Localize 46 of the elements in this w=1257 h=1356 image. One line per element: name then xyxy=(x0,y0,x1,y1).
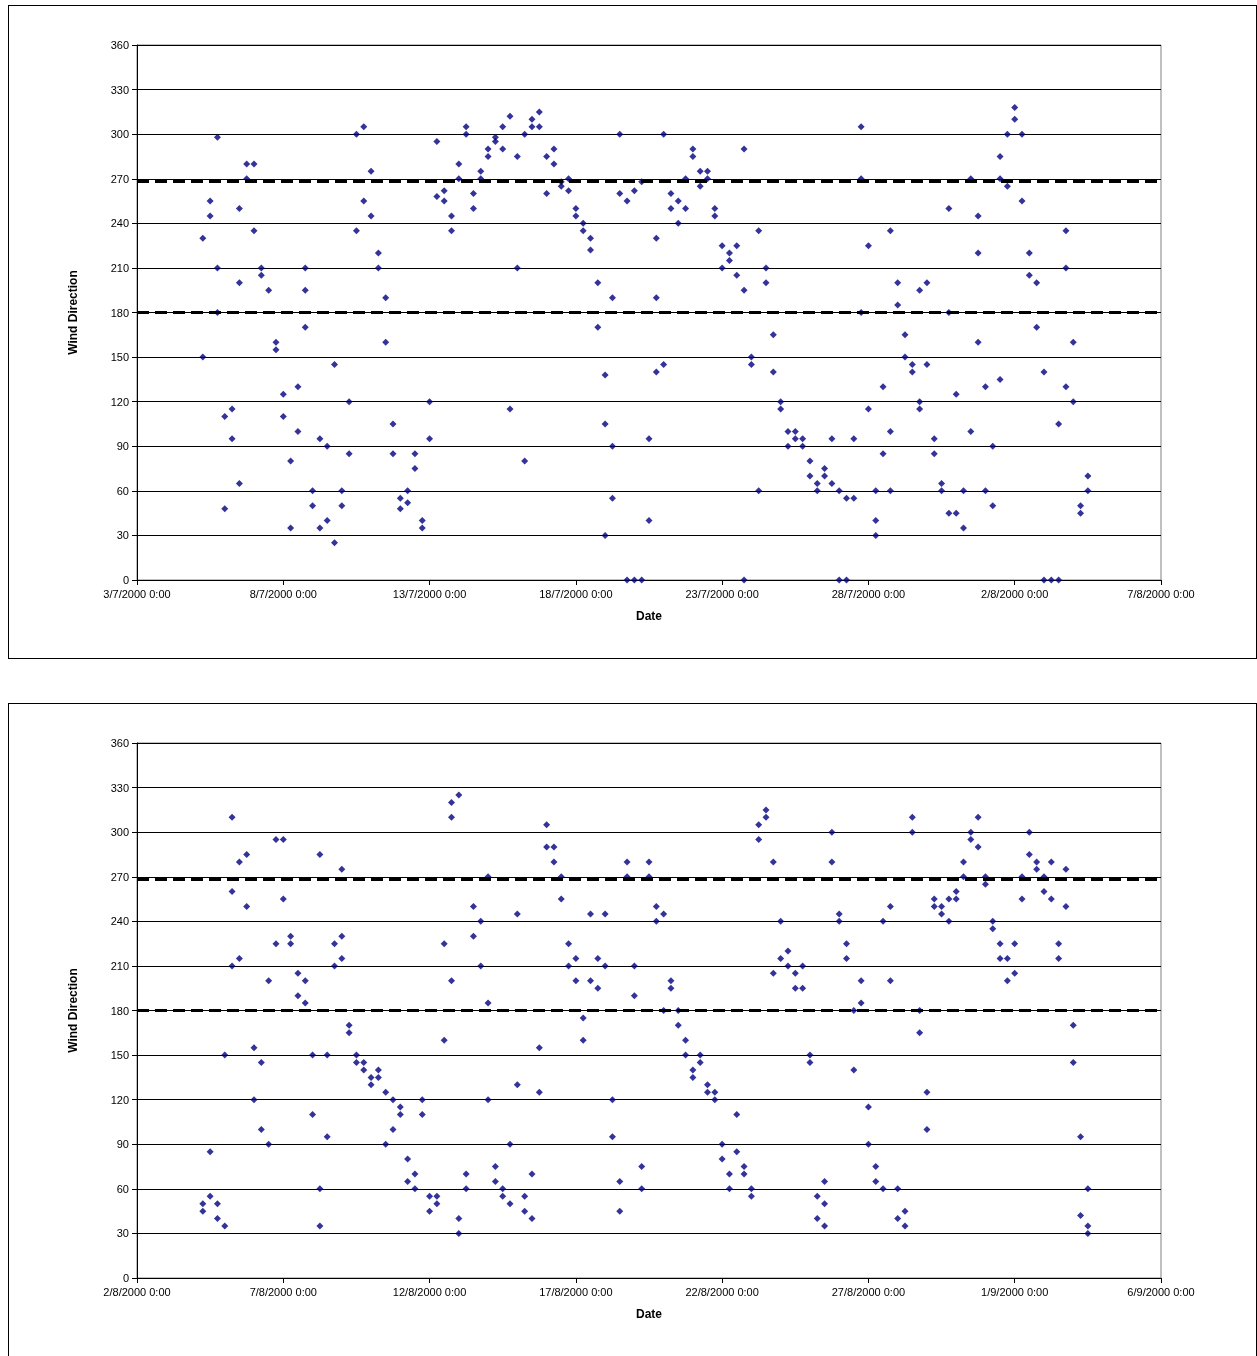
y-tick-label: 300 xyxy=(110,826,129,839)
y-tick-label: 210 xyxy=(110,261,129,274)
y-tick-label: 60 xyxy=(116,484,129,497)
y-tick-label: 360 xyxy=(110,39,129,51)
y-tick-label: 120 xyxy=(110,395,129,408)
x-tick-label: 1/9/2000 0:00 xyxy=(981,1285,1049,1298)
y-tick-label: 330 xyxy=(110,83,129,96)
x-tick-label: 7/8/2000 0:00 xyxy=(1127,587,1195,600)
y-tick-label: 360 xyxy=(110,737,129,749)
x-tick-label: 2/8/2000 0:00 xyxy=(981,587,1049,600)
y-tick-label: 90 xyxy=(116,1138,129,1151)
y-tick-label: 210 xyxy=(110,959,129,972)
x-tick-label: 23/7/2000 0:00 xyxy=(685,587,759,600)
x-tick-label: 2/8/2000 0:00 xyxy=(103,1285,171,1298)
y-tick-label: 30 xyxy=(116,529,129,542)
y-tick-label: 240 xyxy=(110,915,129,928)
y-tick-label: 180 xyxy=(110,306,129,319)
x-tick-label: 12/8/2000 0:00 xyxy=(392,1285,467,1298)
y-tick-label: 270 xyxy=(110,172,129,185)
y-tick-label: 330 xyxy=(110,781,129,794)
y-axis-title: Wind Direction xyxy=(66,968,80,1053)
x-tick-label: 8/7/2000 0:00 xyxy=(249,587,317,600)
y-tick-label: 120 xyxy=(110,1093,129,1106)
y-tick-label: 0 xyxy=(122,574,129,586)
y-tick-label: 300 xyxy=(110,128,129,141)
x-tick-label: 3/7/2000 0:00 xyxy=(103,587,171,600)
x-tick-label: 22/8/2000 0:00 xyxy=(685,1285,759,1298)
x-tick-label: 27/8/2000 0:00 xyxy=(831,1285,906,1298)
x-tick-label: 18/7/2000 0:00 xyxy=(539,587,613,600)
x-tick-label: 17/8/2000 0:00 xyxy=(539,1285,613,1298)
y-tick-label: 150 xyxy=(110,351,129,364)
y-tick-label: 60 xyxy=(116,1182,129,1195)
y-tick-label: 180 xyxy=(110,1004,129,1017)
y-tick-label: 30 xyxy=(116,1227,129,1240)
y-tick-label: 90 xyxy=(116,440,129,453)
y-tick-label: 150 xyxy=(110,1049,129,1062)
y-tick-label: 240 xyxy=(110,217,129,230)
x-tick-label: 6/9/2000 0:00 xyxy=(1127,1285,1195,1298)
x-tick-label: 28/7/2000 0:00 xyxy=(831,587,906,600)
x-tick-label: 13/7/2000 0:00 xyxy=(392,587,467,600)
x-axis-title: Date xyxy=(635,609,663,623)
x-tick-label: 7/8/2000 0:00 xyxy=(249,1285,317,1298)
y-tick-label: 270 xyxy=(110,870,129,883)
x-axis-title: Date xyxy=(635,1307,663,1321)
y-axis-title: Wind Direction xyxy=(66,270,80,355)
y-tick-label: 0 xyxy=(122,1272,129,1284)
